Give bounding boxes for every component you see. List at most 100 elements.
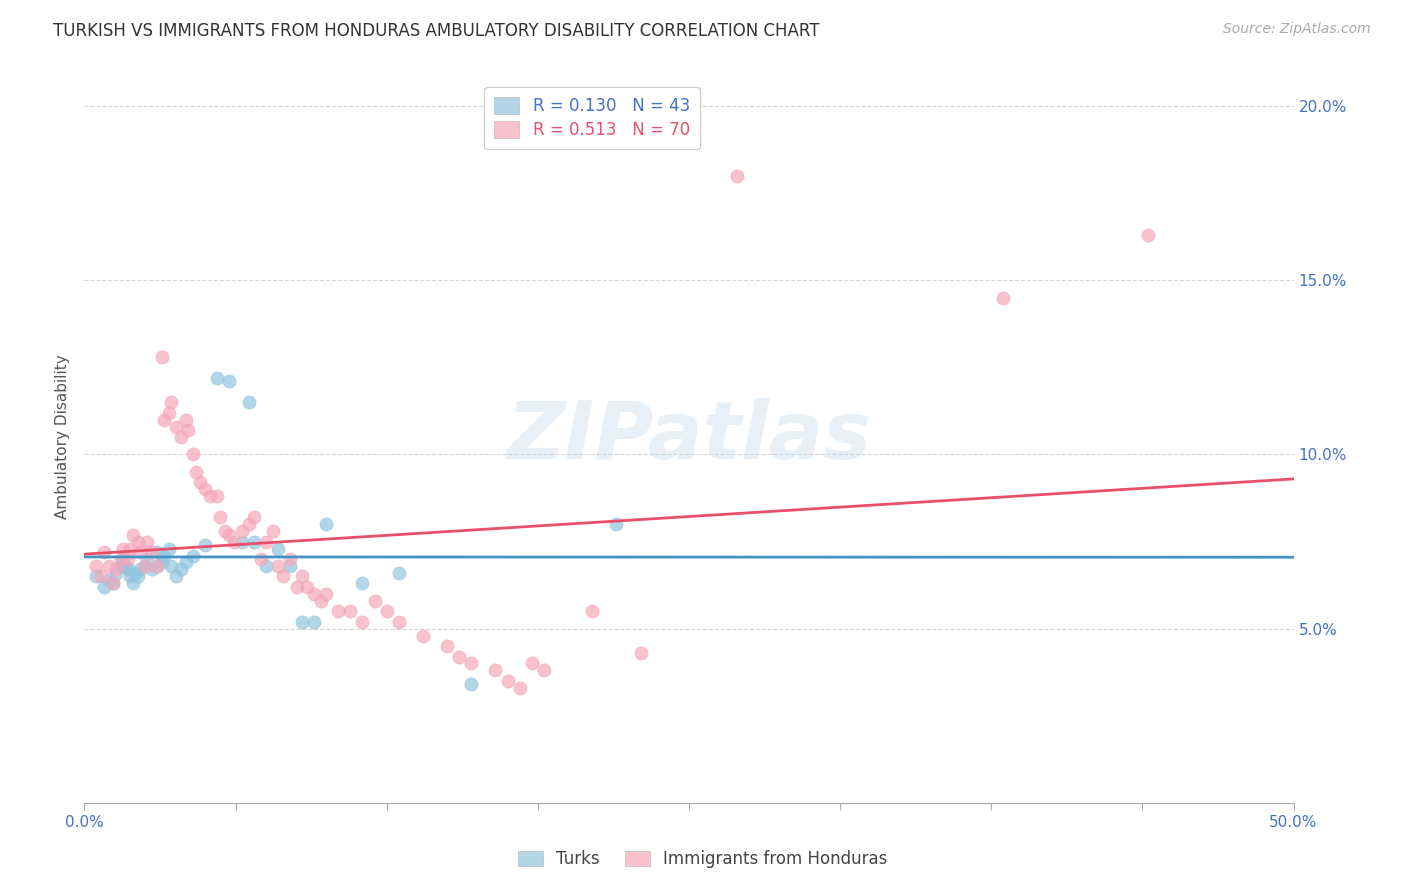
Point [114,558,136,573]
Text: TURKISH VS IMMIGRANTS FROM HONDURAS AMBULATORY DISABILITY CORRELATION CHART: TURKISH VS IMMIGRANTS FROM HONDURAS AMBU… [53,22,820,40]
Point [104,566,127,580]
Point [110,558,132,573]
Point [218,375,240,389]
Point [311,594,333,608]
Point [285,580,308,594]
Point [238,517,260,532]
Point [194,538,217,552]
Point [267,558,290,573]
Point [218,527,240,541]
Point [124,566,146,580]
Point [207,371,229,385]
Point [242,534,264,549]
Point [129,562,152,576]
Point [224,534,246,549]
Point [449,649,471,664]
Point [160,395,183,409]
Point [509,681,531,695]
Point [181,549,204,563]
Point [120,569,142,583]
Point [134,558,156,573]
Legend: Turks, Immigrants from Honduras: Turks, Immigrants from Honduras [512,844,894,875]
Point [90,569,112,583]
Point [194,483,217,497]
Point [103,576,125,591]
Point [134,558,156,573]
Point [295,580,318,594]
Point [250,552,273,566]
Point [127,569,149,583]
Point [484,664,506,678]
Point [271,569,294,583]
Point [291,615,314,629]
Point [146,558,169,573]
Point [388,566,411,580]
Point [238,395,260,409]
Point [112,541,135,556]
Point [605,517,627,532]
Point [375,604,398,618]
Point [146,558,169,573]
Point [352,576,374,591]
Point [328,604,350,618]
Y-axis label: Ambulatory Disability: Ambulatory Disability [55,355,70,519]
Legend: R = 0.130   N = 43, R = 0.513   N = 70: R = 0.130 N = 43, R = 0.513 N = 70 [485,87,700,149]
Point [170,562,193,576]
Point [581,604,603,618]
Point [231,524,253,538]
Point [153,549,176,563]
Point [141,545,163,559]
Point [190,475,212,490]
Point [339,604,361,618]
Text: ZIPatlas: ZIPatlas [506,398,872,476]
Point [533,664,555,678]
Point [110,552,132,566]
Point [174,556,197,570]
Point [97,573,120,587]
Point [174,412,197,426]
Point [93,580,115,594]
Point [146,545,169,559]
Point [363,594,385,608]
Point [231,534,253,549]
Point [86,569,108,583]
Point [141,562,163,576]
Point [153,412,176,426]
Point [86,558,108,573]
Point [181,448,204,462]
Point [170,430,193,444]
Point [165,569,187,583]
Point [121,576,143,591]
Point [460,657,482,671]
Point [117,562,139,576]
Point [97,558,120,573]
Point [150,350,173,364]
Point [112,552,135,566]
Point [412,629,434,643]
Point [198,489,221,503]
Text: Source: ZipAtlas.com: Source: ZipAtlas.com [1223,22,1371,37]
Point [160,558,183,573]
Point [352,615,374,629]
Point [1137,228,1160,243]
Point [630,646,652,660]
Point [207,489,229,503]
Point [520,657,543,671]
Point [496,673,519,688]
Point [104,562,127,576]
Point [291,569,314,583]
Point [129,545,152,559]
Point [278,558,301,573]
Point [254,558,277,573]
Point [302,587,325,601]
Point [121,527,143,541]
Point [93,545,115,559]
Point [136,552,159,566]
Point [177,423,200,437]
Point [262,524,284,538]
Point [725,169,748,183]
Point [388,615,411,629]
Point [315,587,337,601]
Point [150,556,173,570]
Point [157,541,180,556]
